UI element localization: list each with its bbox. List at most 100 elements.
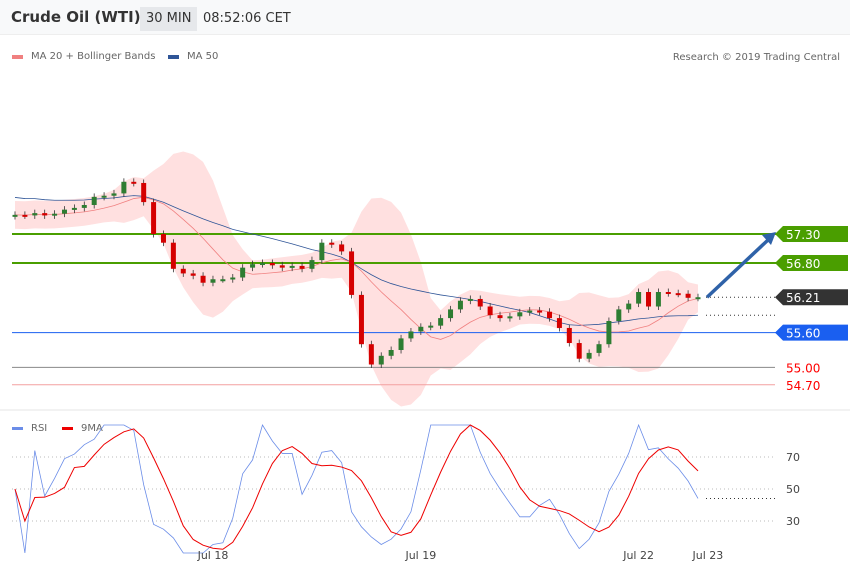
- candle: [71, 204, 77, 214]
- legend-rsi: RSI: [12, 423, 47, 434]
- candle: [655, 288, 661, 310]
- ma20-line: [14, 196, 699, 340]
- candle: [675, 289, 681, 298]
- candle: [269, 259, 275, 269]
- candle-body: [299, 265, 305, 269]
- copyright: Research © 2019 Trading Central: [672, 52, 840, 63]
- legend-9ma: 9MA: [62, 423, 103, 434]
- candle-body: [141, 182, 147, 203]
- legend-ma50: MA 50: [168, 51, 218, 62]
- candle: [279, 261, 285, 272]
- candle-body: [586, 352, 592, 359]
- candle-body: [695, 297, 701, 300]
- legend-9ma-label: 9MA: [81, 423, 103, 434]
- timestamp: 08:52:06 CET: [203, 11, 291, 26]
- candle-body: [101, 195, 107, 198]
- price-label-54.70: 54.70: [786, 379, 820, 393]
- candle: [665, 288, 671, 297]
- candle: [121, 178, 127, 197]
- candle: [329, 239, 335, 248]
- candle-body: [91, 196, 97, 205]
- legend-ma20-label: MA 20 + Bollinger Bands: [31, 51, 156, 62]
- candle: [616, 305, 622, 325]
- candle: [190, 269, 196, 280]
- rsi-line: [14, 423, 699, 554]
- candle: [596, 340, 602, 357]
- candle: [220, 275, 226, 283]
- candle-body: [487, 306, 493, 316]
- candle: [448, 305, 454, 322]
- candle-body: [200, 275, 206, 283]
- candle-body: [646, 292, 652, 307]
- price-label-box: [775, 226, 848, 242]
- candle-body: [349, 251, 355, 295]
- candle-body: [616, 309, 622, 321]
- x-tick-label: Jul 23: [692, 549, 724, 562]
- candle: [180, 265, 186, 277]
- rsi-swatch: [12, 427, 23, 430]
- candle: [42, 209, 48, 219]
- candle: [151, 198, 157, 238]
- candle: [547, 308, 553, 322]
- 9ma-swatch: [62, 427, 73, 430]
- candle: [606, 317, 612, 348]
- candle: [556, 314, 562, 332]
- candle-body: [190, 273, 196, 276]
- candle-body: [160, 234, 166, 243]
- candle-body: [636, 292, 642, 304]
- candle: [81, 201, 87, 212]
- rsi-9ma-line: [14, 424, 699, 550]
- candle-body: [12, 214, 18, 217]
- rsi-tick-label: 70: [786, 451, 800, 464]
- candle: [22, 211, 28, 219]
- candle: [467, 295, 473, 305]
- candle-body: [477, 298, 483, 307]
- candle-body: [566, 327, 572, 344]
- candle: [418, 323, 424, 335]
- instrument-title: Crude Oil (WTI): [11, 8, 141, 26]
- candle: [408, 327, 414, 342]
- candle-body: [71, 207, 77, 210]
- x-tick-label: Jul 19: [404, 549, 436, 562]
- candle-body: [358, 294, 364, 345]
- candle: [230, 274, 236, 283]
- candle-body: [42, 213, 48, 216]
- timeframe-selector[interactable]: 30 MIN: [140, 7, 198, 31]
- candle: [61, 206, 67, 218]
- ma50-swatch: [168, 54, 179, 59]
- candle-body: [81, 205, 87, 208]
- candle: [566, 324, 572, 347]
- candle: [32, 209, 38, 219]
- candle: [200, 272, 206, 287]
- candle-body: [418, 326, 424, 332]
- candle: [646, 288, 652, 310]
- candle-body: [428, 325, 434, 328]
- candle: [339, 240, 345, 255]
- candle: [210, 275, 216, 287]
- candle: [160, 230, 166, 247]
- price-label-text: 56.80: [786, 257, 820, 271]
- candle: [358, 291, 364, 348]
- candle: [141, 179, 147, 206]
- candle-body: [606, 321, 612, 345]
- candle: [91, 193, 97, 209]
- rsi-tick-label: 30: [786, 515, 800, 528]
- rsi-tick-label: 50: [786, 483, 800, 496]
- candle-body: [230, 277, 236, 280]
- price-label-text: 55.00: [786, 361, 820, 375]
- candle-body: [378, 355, 384, 365]
- candle-body: [507, 316, 513, 319]
- x-tick-label: Jul 22: [622, 549, 654, 562]
- candle-body: [111, 193, 117, 196]
- candle-body: [527, 310, 533, 313]
- price-label-56.21: 56.21: [775, 289, 848, 306]
- candle-body: [457, 300, 463, 310]
- candle-body: [665, 292, 671, 294]
- candle-body: [685, 293, 691, 298]
- price-label-text: 57.30: [786, 228, 820, 242]
- candle-body: [537, 310, 543, 313]
- price-label-text: 54.70: [786, 379, 820, 393]
- candle-body: [121, 181, 127, 194]
- price-label-text: 55.60: [786, 327, 820, 341]
